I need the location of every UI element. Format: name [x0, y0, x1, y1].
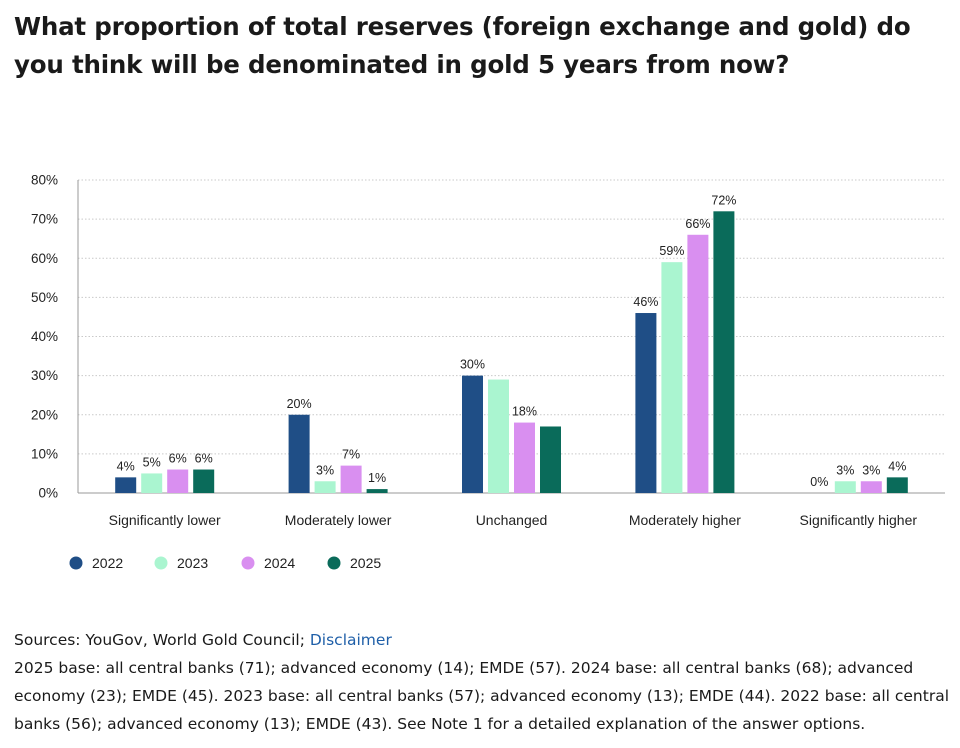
base-note: 2025 base: all central banks (71); advan… [14, 659, 949, 733]
sources-line: Sources: YouGov, World Gold Council; Dis… [14, 626, 954, 654]
bar-2024 [687, 234, 709, 493]
bar-value-label: 4% [117, 459, 135, 473]
bar-value-label: 3% [316, 463, 334, 477]
bar-2025 [193, 469, 215, 493]
legend: 2022 2023 2024 2025 [69, 555, 381, 571]
footer: Sources: YouGov, World Gold Council; Dis… [14, 626, 954, 738]
bar-labels: 4% 5% 6% 6% 20% 3% 7% 1% 30% 18% 46% 59%66%72% 0% 3% 3… [117, 193, 907, 489]
y-tick-label: 50% [31, 290, 58, 305]
legend-marker-2022 [69, 556, 83, 570]
bar-value-label: 6% [169, 452, 187, 466]
y-axis: 0% 10% 20% 30% 40% 50% 60% 70% 80% [31, 173, 945, 501]
bar-2023 [661, 262, 683, 493]
chart-title: What proportion of total reserves (forei… [14, 12, 911, 79]
bar-value-label: 4% [888, 459, 906, 473]
legend-label: 2022 [92, 555, 123, 571]
y-tick-label: 40% [31, 329, 58, 344]
bar-value-label: 72% [711, 193, 736, 207]
bar-2022 [288, 414, 310, 493]
bar-value-label: 59% [659, 244, 684, 258]
bar-2024 [860, 481, 882, 493]
bar-2023 [834, 481, 856, 493]
bar-2022 [635, 313, 657, 493]
x-axis: Significantly lower Moderately lower Uncha… [109, 512, 918, 528]
bar-2024 [340, 465, 362, 493]
bar-2022 [115, 477, 137, 493]
bar-value-label: 7% [342, 448, 360, 462]
x-tick-label: Significantly higher [800, 512, 918, 528]
x-tick-label: Moderately higher [629, 512, 741, 528]
bar-value-label: 3% [862, 463, 880, 477]
bar-value-label: 20% [287, 397, 312, 411]
bar-value-label: 46% [633, 295, 658, 309]
bar-2025 [540, 426, 561, 493]
disclaimer-link[interactable]: Disclaimer [309, 631, 392, 649]
legend-label: 2025 [350, 555, 381, 571]
bar-value-label: 1% [368, 471, 386, 485]
bar-2023 [314, 481, 336, 493]
legend-marker-2024 [241, 556, 255, 570]
y-tick-label: 80% [31, 173, 58, 188]
bar-2025 [713, 211, 735, 494]
bars [115, 211, 908, 494]
legend-label: 2024 [264, 555, 295, 571]
legend-marker-2025 [327, 556, 341, 570]
y-tick-label: 0% [38, 486, 58, 501]
sources-text: Sources: YouGov, World Gold Council; [14, 631, 310, 649]
bar-2023 [141, 473, 163, 493]
y-tick-label: 20% [31, 407, 58, 422]
bar-value-label: 66% [685, 217, 710, 231]
y-tick-label: 60% [31, 251, 58, 266]
bar-value-label: 6% [195, 452, 213, 466]
bar-2024 [514, 422, 535, 493]
x-tick-label: Moderately lower [285, 512, 392, 528]
x-tick-label: Significantly lower [109, 512, 221, 528]
bar-2022 [462, 375, 483, 493]
bar-value-label: 0% [810, 475, 828, 489]
bar-2025 [886, 477, 908, 493]
bar-chart: 0% 10% 20% 30% 40% 50% 60% 70% 80% 4% 5% 6% 6% 20% 3%… [31, 173, 945, 571]
legend-label: 2023 [177, 555, 208, 571]
bar-value-label: 18% [512, 405, 537, 419]
bar-2023 [488, 379, 509, 493]
gridlines [78, 179, 945, 455]
y-tick-label: 10% [31, 446, 58, 461]
legend-marker-2023 [154, 556, 168, 570]
x-tick-label: Unchanged [476, 512, 548, 528]
bar-value-label: 5% [143, 455, 161, 469]
bar-2024 [167, 469, 189, 493]
bar-value-label: 3% [836, 463, 854, 477]
y-tick-label: 30% [31, 368, 58, 383]
bar-value-label: 30% [460, 358, 485, 372]
bar-2025 [366, 489, 388, 493]
y-tick-label: 70% [31, 212, 58, 227]
